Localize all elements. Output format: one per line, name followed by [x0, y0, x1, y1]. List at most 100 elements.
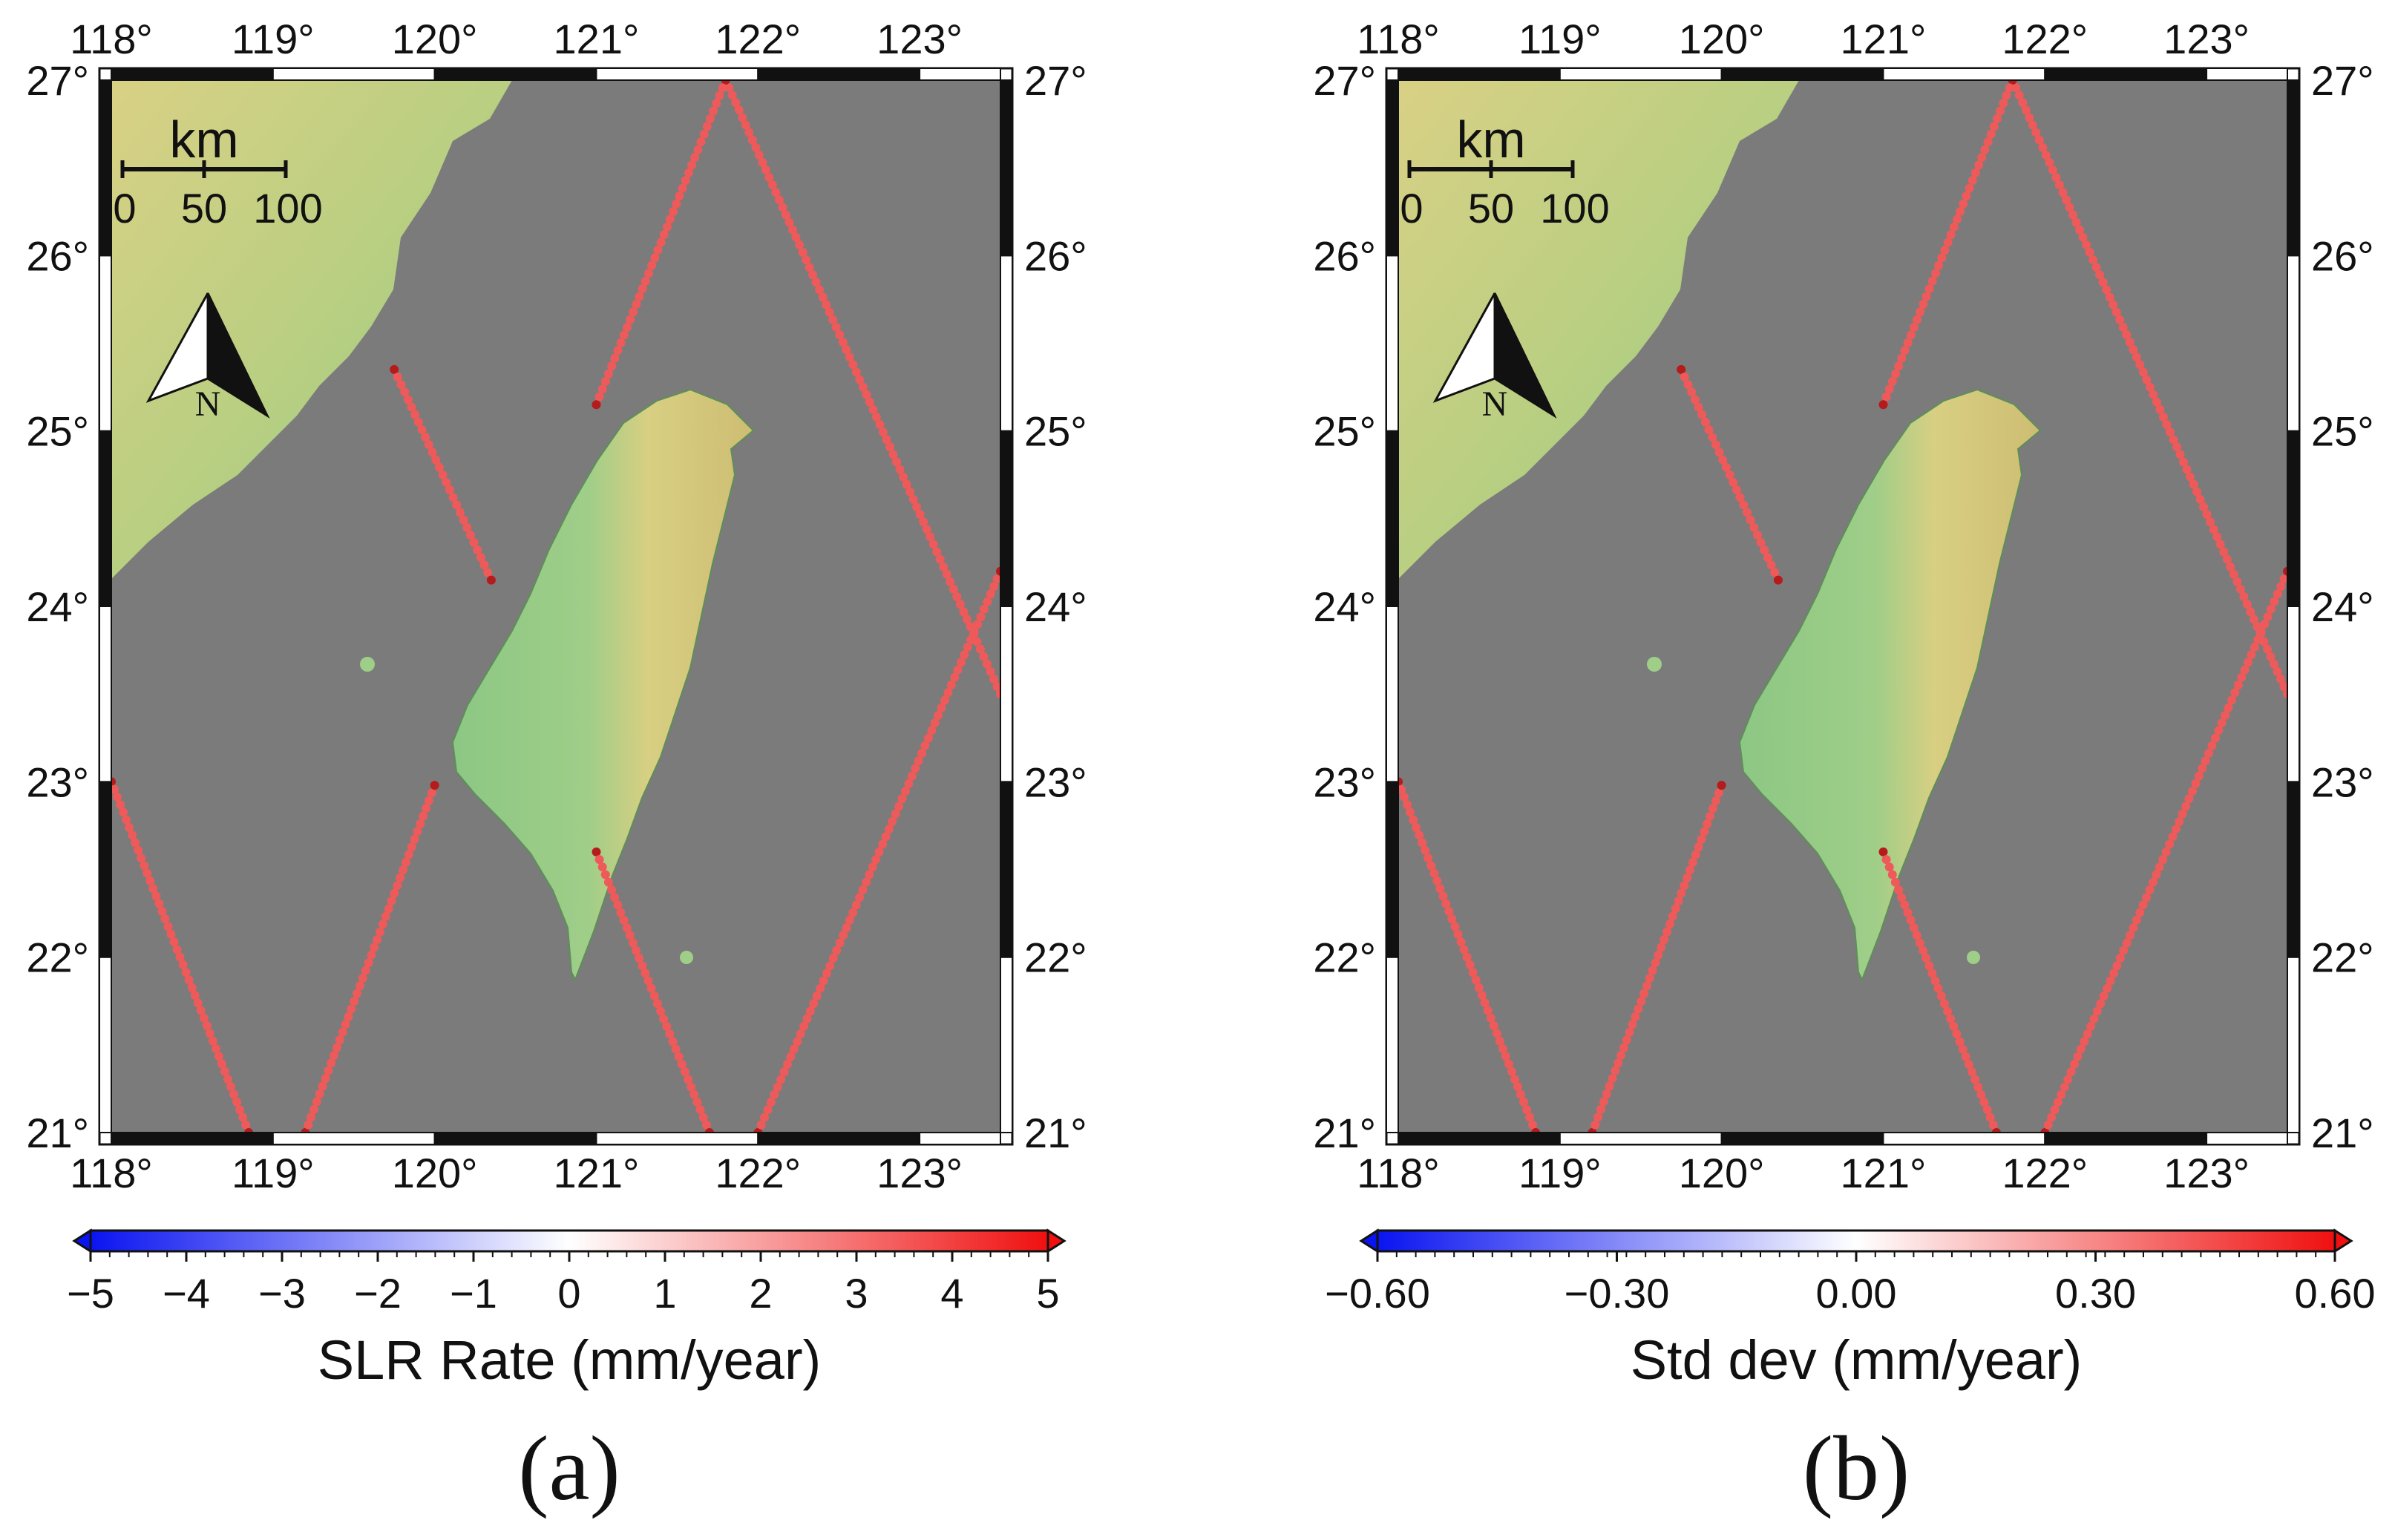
- track-point: [758, 158, 767, 167]
- track-point: [1519, 1097, 1528, 1107]
- lat-ticks-left: 27° 26° 25° 24° 23° 22° 21°: [26, 57, 89, 1156]
- track-point: [2142, 375, 2152, 384]
- track-point: [2221, 710, 2230, 720]
- track-point: [2266, 604, 2276, 614]
- track-point: [1933, 983, 1943, 993]
- track-point: [825, 961, 835, 971]
- track-point: [2105, 292, 2114, 302]
- track-point: [307, 1113, 316, 1122]
- track-point: [2250, 642, 2259, 652]
- track-point: [1903, 908, 1913, 917]
- track-point: [672, 199, 681, 209]
- penghu-islands: [360, 657, 375, 672]
- track-point: [992, 574, 1002, 583]
- track-point: [656, 1006, 665, 1016]
- track-point: [1412, 823, 1421, 832]
- track-point: [1956, 207, 1965, 216]
- track-point: [862, 877, 871, 887]
- track-point: [1513, 1082, 1522, 1092]
- track-point: [309, 1104, 318, 1114]
- lat-tick-label: 27°: [1024, 57, 1087, 104]
- track-point: [939, 562, 949, 571]
- track-point: [1973, 1082, 1983, 1092]
- track-point: [2132, 915, 2141, 925]
- track-point: [789, 1044, 799, 1054]
- track-point: [315, 1090, 324, 1098]
- track-point: [400, 387, 410, 397]
- track-point: [946, 681, 956, 689]
- north-arrow-icon: N: [1432, 292, 1557, 424]
- lat-tick-label: 26°: [2311, 232, 2374, 279]
- track-point: [1631, 1012, 1640, 1021]
- track-point: [891, 809, 900, 819]
- track-point: [744, 128, 754, 137]
- track-point: [919, 517, 928, 527]
- track-point: [600, 870, 610, 879]
- colorbar-tick-label: 0: [557, 1270, 580, 1317]
- track-point: [718, 83, 727, 93]
- track-point: [616, 908, 626, 917]
- scale-label-100: 100: [1540, 185, 1609, 232]
- track-point: [798, 248, 807, 257]
- track-point: [942, 569, 951, 579]
- track-point: [915, 510, 925, 520]
- track-point: [2111, 307, 2121, 317]
- lat-tick-label: 21°: [1024, 1110, 1087, 1156]
- track-point: [364, 958, 373, 968]
- track-point: [959, 607, 969, 617]
- track-point: [1435, 884, 1445, 894]
- track-point: [779, 1067, 789, 1077]
- track-point: [770, 1090, 779, 1099]
- track-point: [815, 285, 825, 295]
- track-point: [616, 338, 626, 347]
- lon-tick-label: 121°: [1841, 1150, 1927, 1196]
- lon-tick-label: 120°: [392, 16, 478, 62]
- track-point: [208, 1036, 217, 1046]
- track-point: [2047, 1113, 2057, 1122]
- track-point: [2076, 1044, 2086, 1054]
- track-point: [2096, 999, 2106, 1009]
- track-point: [1763, 553, 1772, 563]
- track-point: [401, 858, 410, 867]
- track-point: [2256, 627, 2266, 637]
- track-point: [2122, 330, 2132, 339]
- track-point: [783, 1060, 792, 1069]
- track-point: [665, 1029, 675, 1039]
- track-point: [1894, 361, 1904, 371]
- track-point: [1429, 868, 1439, 878]
- track-point: [2073, 1052, 2083, 1061]
- track-point: [795, 240, 805, 249]
- track-point: [2279, 682, 2289, 692]
- track-point: [699, 129, 709, 139]
- track-point: [681, 1067, 689, 1077]
- track-point: [148, 884, 158, 894]
- scale-unit: km: [1456, 111, 1525, 168]
- track-point: [2161, 847, 2171, 856]
- track-point: [1708, 804, 1717, 813]
- colorbar-tick-label: −4: [163, 1270, 210, 1317]
- frame-bar-bottom: [2044, 1132, 2208, 1145]
- track-point: [776, 1075, 786, 1084]
- track-point: [2230, 688, 2240, 698]
- track-point: [341, 1020, 350, 1029]
- track-point: [1916, 307, 1925, 317]
- track-point: [1613, 1058, 1623, 1068]
- track-point: [669, 207, 678, 216]
- track-point: [1919, 299, 1928, 309]
- track-point: [662, 1021, 672, 1031]
- track-point: [2222, 554, 2232, 564]
- track-point: [434, 462, 444, 472]
- track-point: [1878, 400, 1888, 410]
- track-point: [610, 893, 620, 902]
- track-point: [613, 346, 623, 355]
- track-point: [622, 323, 632, 332]
- track-point: [1680, 373, 1689, 382]
- scale-label-50: 50: [181, 185, 227, 232]
- track-point: [1988, 1120, 1998, 1130]
- track-1: [721, 76, 1005, 699]
- track-point: [2145, 382, 2155, 392]
- frame-bar-right: [1000, 606, 1013, 783]
- track-point: [1522, 1105, 1532, 1115]
- track-3: [1677, 364, 1783, 585]
- track-point: [871, 412, 881, 422]
